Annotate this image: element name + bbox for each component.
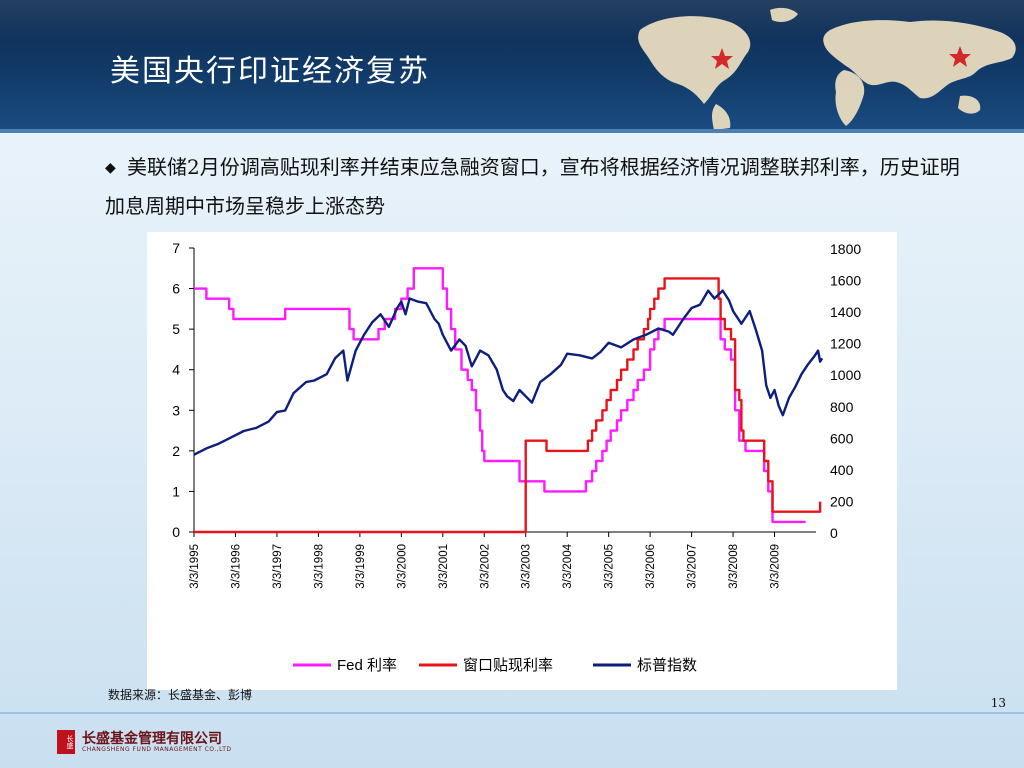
- right-axis-tick-label: 600: [830, 430, 854, 446]
- footer-rule: [0, 712, 1024, 714]
- slide-header: 美国央行印证经济复苏: [0, 0, 1024, 133]
- header-rule: [0, 129, 1024, 133]
- x-axis-tick-label: 3/3/1995: [189, 544, 201, 589]
- right-axis-tick-label: 0: [830, 525, 838, 541]
- series-line-2: [194, 277, 822, 534]
- rates-vs-sp500-chart: 0 1 2 3 4 5 6 7 0 200 400 600 800 1000 1200 1400 1600 180…: [172, 240, 861, 674]
- right-axis-tick-label: 800: [830, 399, 854, 415]
- series-line-3: [193, 289, 824, 456]
- company-name-en: CHANGSHENG FUND MANAGEMENT CO.,LTD: [82, 746, 232, 753]
- world-map-icon: [638, 7, 1016, 130]
- x-axis-tick-label: 3/3/2001: [438, 544, 450, 589]
- company-logo: 长盛: [57, 730, 75, 754]
- page-title: 美国央行印证经济复苏: [110, 54, 430, 89]
- x-axis-tick-label: 3/3/1996: [230, 544, 242, 589]
- right-axis-tick-label: 400: [830, 462, 854, 478]
- bullet-paragraph: ◆ 美联储2月份调高贴现利率并结束应急融资窗口，宣布将根据经济情况调整联邦利率，历…: [105, 148, 965, 225]
- x-axis-tick-label: 3/3/2007: [687, 544, 699, 589]
- company-name: 长盛基金管理有限公司: [82, 731, 222, 747]
- page-number: 13: [990, 696, 1006, 710]
- left-axis-tick-label: 1: [172, 483, 180, 499]
- right-axis-tick-label: 200: [830, 493, 854, 509]
- right-axis-tick-label: 1000: [830, 367, 861, 383]
- x-axis-tick-label: 3/3/2009: [770, 544, 782, 589]
- right-axis-tick-label: 1800: [830, 241, 861, 257]
- chart-panel: 0 1 2 3 4 5 6 7 0 200 400 600 800 1000 1200 1400 1600 180…: [147, 232, 897, 690]
- left-axis-tick-label: 6: [172, 281, 180, 297]
- x-axis-tick-label: 3/3/1997: [272, 544, 284, 589]
- right-axis-tick-label: 1600: [830, 273, 861, 289]
- x-axis-tick-label: 3/3/1998: [313, 544, 325, 589]
- x-axis-tick-label: 3/3/1999: [355, 544, 367, 589]
- series-line-1: [194, 267, 806, 524]
- left-axis-tick-label: 3: [172, 402, 180, 418]
- data-source: 数据来源：长盛基金、彭博: [108, 688, 253, 702]
- left-axis-tick-label: 4: [172, 362, 180, 378]
- left-axis-tick-label: 7: [172, 240, 180, 256]
- left-axis-tick-label: 5: [172, 321, 180, 337]
- x-axis-tick-label: 3/3/2006: [645, 544, 657, 589]
- bullet-text: 美联储2月份调高贴现利率并结束应急融资窗口，宣布将根据经济情况调整联邦利率，历史…: [105, 155, 960, 218]
- left-axis-tick-label: 2: [172, 443, 180, 459]
- legend-label: Fed 利率: [337, 657, 397, 674]
- right-axis-tick-label: 1200: [830, 336, 861, 352]
- x-axis-tick-label: 3/3/2002: [479, 544, 491, 589]
- diamond-bullet-icon: ◆: [105, 160, 116, 176]
- right-axis-tick-label: 1400: [830, 304, 861, 320]
- star-icon: [711, 46, 971, 69]
- legend-label: 窗口贴现利率: [463, 656, 553, 674]
- legend-label: 标普指数: [637, 657, 697, 674]
- x-axis-tick-label: 3/3/2000: [396, 544, 408, 589]
- x-axis-tick-label: 3/3/2005: [604, 544, 616, 589]
- slide-footer: 长盛 长盛基金管理有限公司 CHANGSHENG FUND MANAGEMENT…: [0, 716, 1024, 768]
- x-axis-tick-label: 3/3/2003: [521, 544, 533, 589]
- x-axis-tick-label: 3/3/2004: [562, 543, 574, 588]
- x-axis-tick-label: 3/3/2008: [728, 544, 740, 589]
- left-axis-tick-label: 0: [172, 524, 180, 540]
